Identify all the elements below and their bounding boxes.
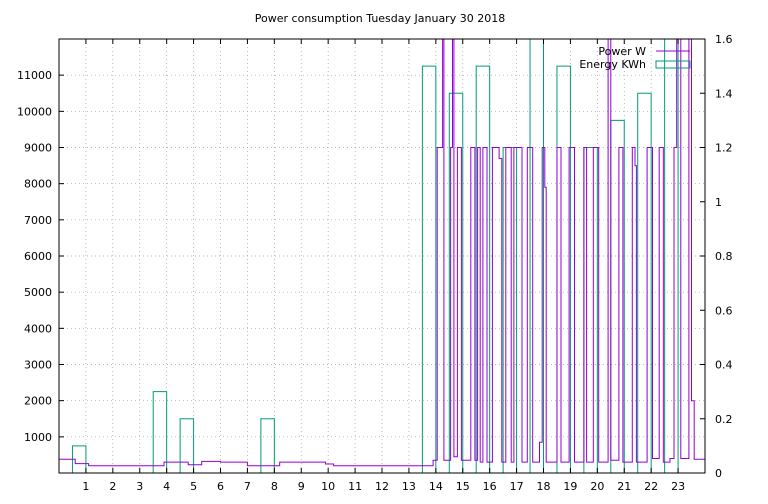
x-tick-label: 1 [82,480,89,493]
chart-title: Power consumption Tuesday January 30 201… [255,12,505,25]
y-tick-label: 4000 [24,322,52,335]
y2-tick-label: 1.6 [715,33,733,46]
x-tick-label: 22 [644,480,658,493]
energy-bar [179,418,195,473]
x-tick-label: 11 [348,480,362,493]
x-tick-label: 21 [617,480,631,493]
y-tick-label: 5000 [24,286,52,299]
y-tick-label: 11000 [17,69,52,82]
legend-label-power: Power W [598,45,646,58]
y-tick-label: 10000 [17,105,52,118]
power-line [59,38,705,467]
x-tick-label: 23 [671,480,685,493]
y-tick-label: 9000 [24,142,52,155]
y2-tick-label: 1.2 [715,142,733,155]
x-tick-label: 8 [271,480,278,493]
y2-tick-label: 0.4 [715,359,733,372]
power-line-layer [59,38,705,467]
y-tick-label: 3000 [24,359,52,372]
energy-bar [637,92,652,473]
x-tick-label: 9 [298,480,305,493]
x-tick-label: 10 [321,480,335,493]
y-tick-label: 8000 [24,178,52,191]
y2-tick-label: 0 [715,467,722,480]
x-tick-label: 3 [136,480,143,493]
energy-bar [583,147,598,473]
x-tick-label: 6 [217,480,224,493]
legend-label-energy: Energy KWh [579,58,646,71]
x-tick-label: 20 [590,480,604,493]
energy-bar [502,147,518,473]
energy-bar [260,418,275,473]
y-tick-label: 2000 [24,395,52,408]
x-tick-label: 2 [109,480,116,493]
x-tick-label: 4 [163,480,170,493]
x-tick-label: 5 [190,480,197,493]
x-tick-label: 16 [483,480,497,493]
x-tick-label: 13 [402,480,416,493]
energy-bar [152,391,168,473]
energy-bar [421,65,437,473]
axis-ticks: 1 2 3 4 5 6 7 8 9 10 11 12 13 14 15 16 17 18 19 20 21 22 23100… [17,33,733,493]
y2-tick-label: 0.8 [715,250,733,263]
y-tick-label: 1000 [24,431,52,444]
energy-bar [556,65,571,473]
energy-bar [448,92,464,473]
x-tick-label: 15 [456,480,470,493]
energy-bar [475,65,491,473]
energy-bar [610,119,625,473]
x-tick-label: 17 [510,480,524,493]
y-tick-label: 6000 [24,250,52,263]
x-tick-label: 18 [537,480,551,493]
x-tick-label: 7 [244,480,251,493]
legend-swatch-energy [655,60,691,69]
energy-bar [529,38,544,473]
x-tick-label: 19 [563,480,577,493]
y-tick-label: 7000 [24,214,52,227]
x-tick-label: 12 [375,480,389,493]
y2-tick-label: 1.4 [715,87,733,100]
x-tick-label: 14 [429,480,443,493]
y2-tick-label: 0.2 [715,413,733,426]
y2-tick-label: 1 [715,196,722,209]
y2-tick-label: 0.6 [715,304,733,317]
